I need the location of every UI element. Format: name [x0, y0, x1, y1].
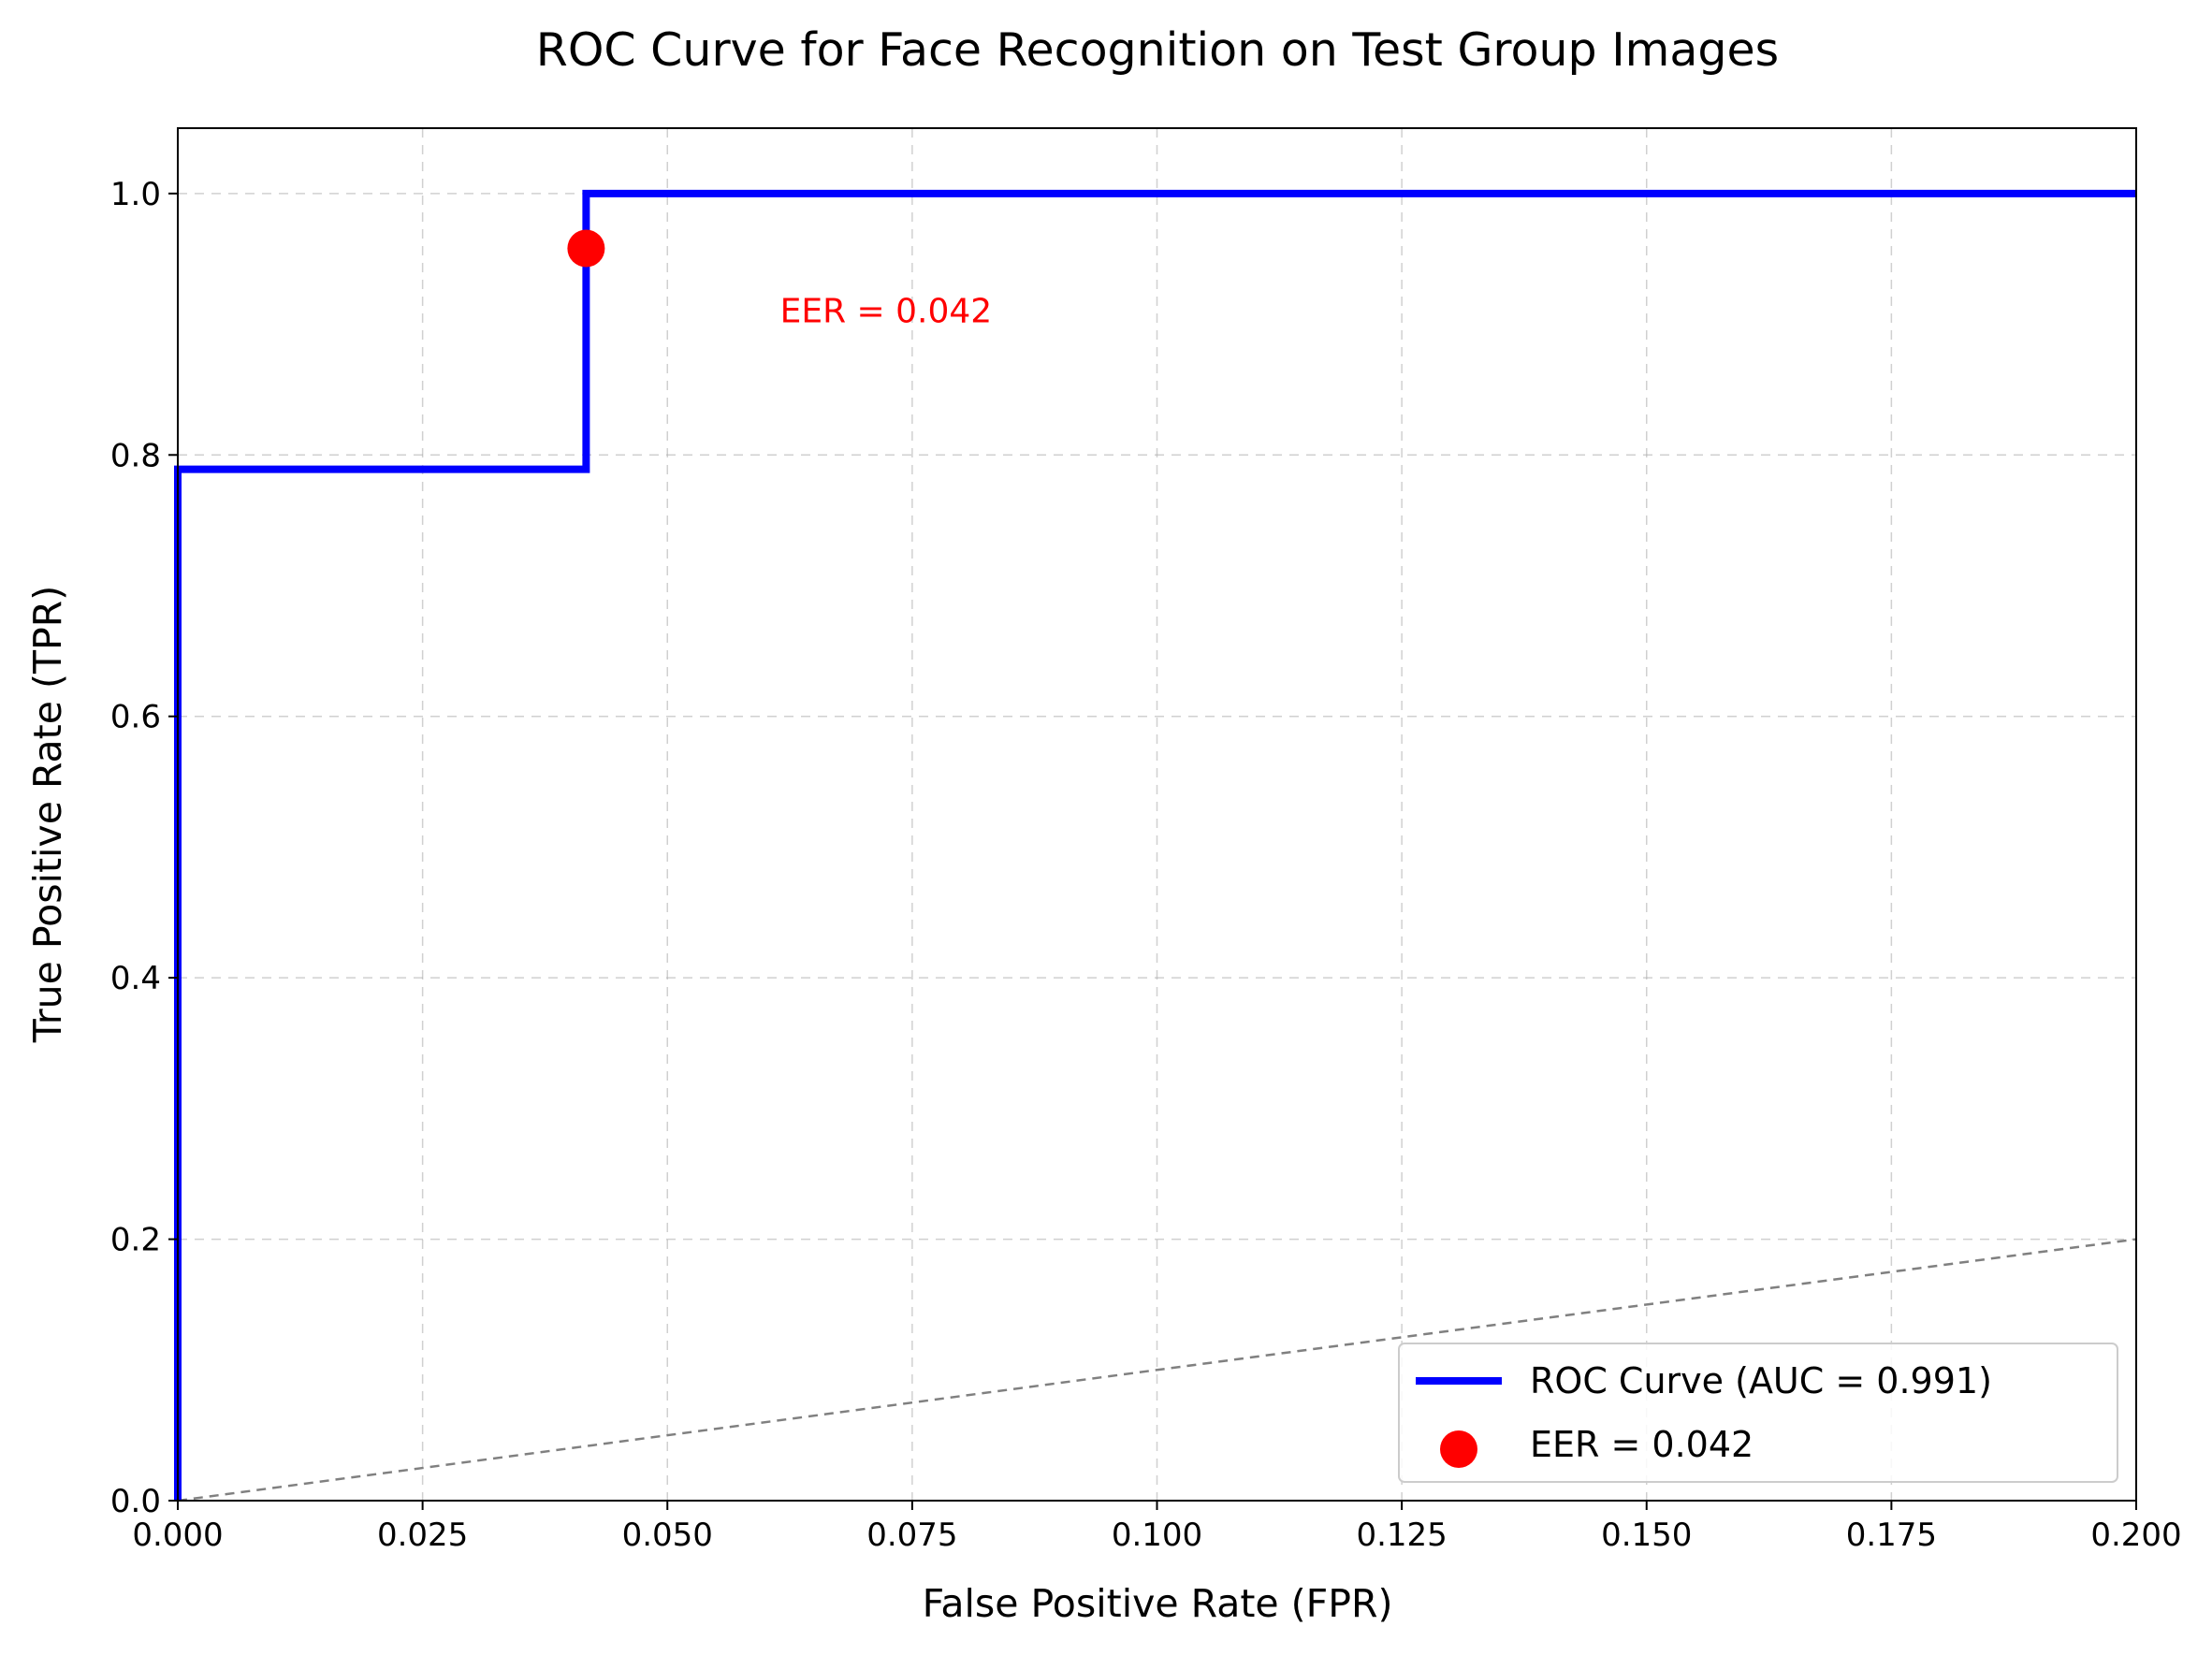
- y-tick-label: 0.2: [110, 1222, 161, 1259]
- x-tick-label: 0.125: [1356, 1517, 1447, 1554]
- eer-point: [567, 229, 605, 268]
- x-axis-title: False Positive Rate (FPR): [923, 1581, 1393, 1626]
- chance-diagonal-line: [177, 1238, 2137, 1503]
- legend-eer-swatch: [1440, 1430, 1477, 1468]
- legend-label: ROC Curve (AUC = 0.991): [1530, 1360, 1992, 1401]
- y-tick-label: 0.0: [110, 1483, 161, 1520]
- x-tick-label: 0.025: [377, 1517, 468, 1554]
- y-tick-label: 0.4: [110, 960, 161, 997]
- x-tick-label: 0.150: [1601, 1517, 1692, 1554]
- eer-annotation: EER = 0.042: [780, 293, 993, 331]
- axis-ticks: 0.000 0.025 0.050 0.075 0.100 0.125 0.150 0.175…: [110, 176, 2182, 1554]
- legend-box: [1398, 1343, 2118, 1483]
- x-tick-label: 0.000: [132, 1517, 223, 1554]
- x-tick-label: 0.200: [2090, 1517, 2181, 1554]
- x-tick-label: 0.100: [1112, 1517, 1202, 1554]
- y-tick-label: 0.6: [110, 699, 161, 736]
- legend-label: EER = 0.042: [1530, 1424, 1754, 1465]
- y-tick-label: 1.0: [110, 176, 161, 213]
- x-tick-label: 0.075: [866, 1517, 957, 1554]
- y-axis-title: True Positive Rate (TPR): [25, 586, 70, 1044]
- x-tick-label: 0.050: [622, 1517, 713, 1554]
- legend: ROC Curve (AUC = 0.991) EER = 0.042: [1398, 1343, 2118, 1483]
- x-tick-label: 0.175: [1846, 1517, 1937, 1554]
- chart-title: ROC Curve for Face Recognition on Test G…: [536, 23, 1779, 77]
- y-tick-label: 0.8: [110, 437, 161, 474]
